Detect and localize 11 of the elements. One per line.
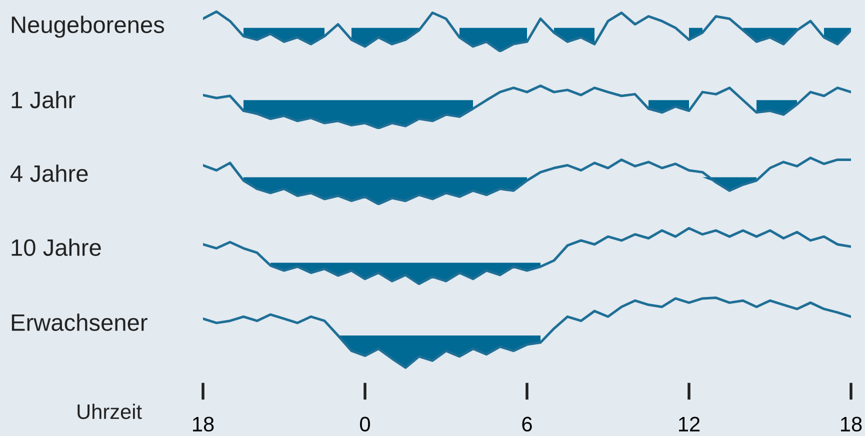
- text: Erwachsener: [12, 314, 148, 331]
- x-tick-label: 18: [841, 416, 862, 432]
- chart-title: 10 Jahre: [12, 238, 101, 256]
- chart-title: Neugeborenes: [12, 16, 164, 38]
- x-tick-label: 12: [679, 416, 700, 432]
- x-axis-title: Uhrzeit: [78, 404, 142, 420]
- x-tick-label: 0: [360, 416, 370, 432]
- x-tick-label: 6: [522, 416, 532, 432]
- chart-title: 4 Jahre: [10, 164, 88, 182]
- chart-title: 1 Jahr: [12, 90, 76, 108]
- x-tick-label: 18: [193, 416, 214, 432]
